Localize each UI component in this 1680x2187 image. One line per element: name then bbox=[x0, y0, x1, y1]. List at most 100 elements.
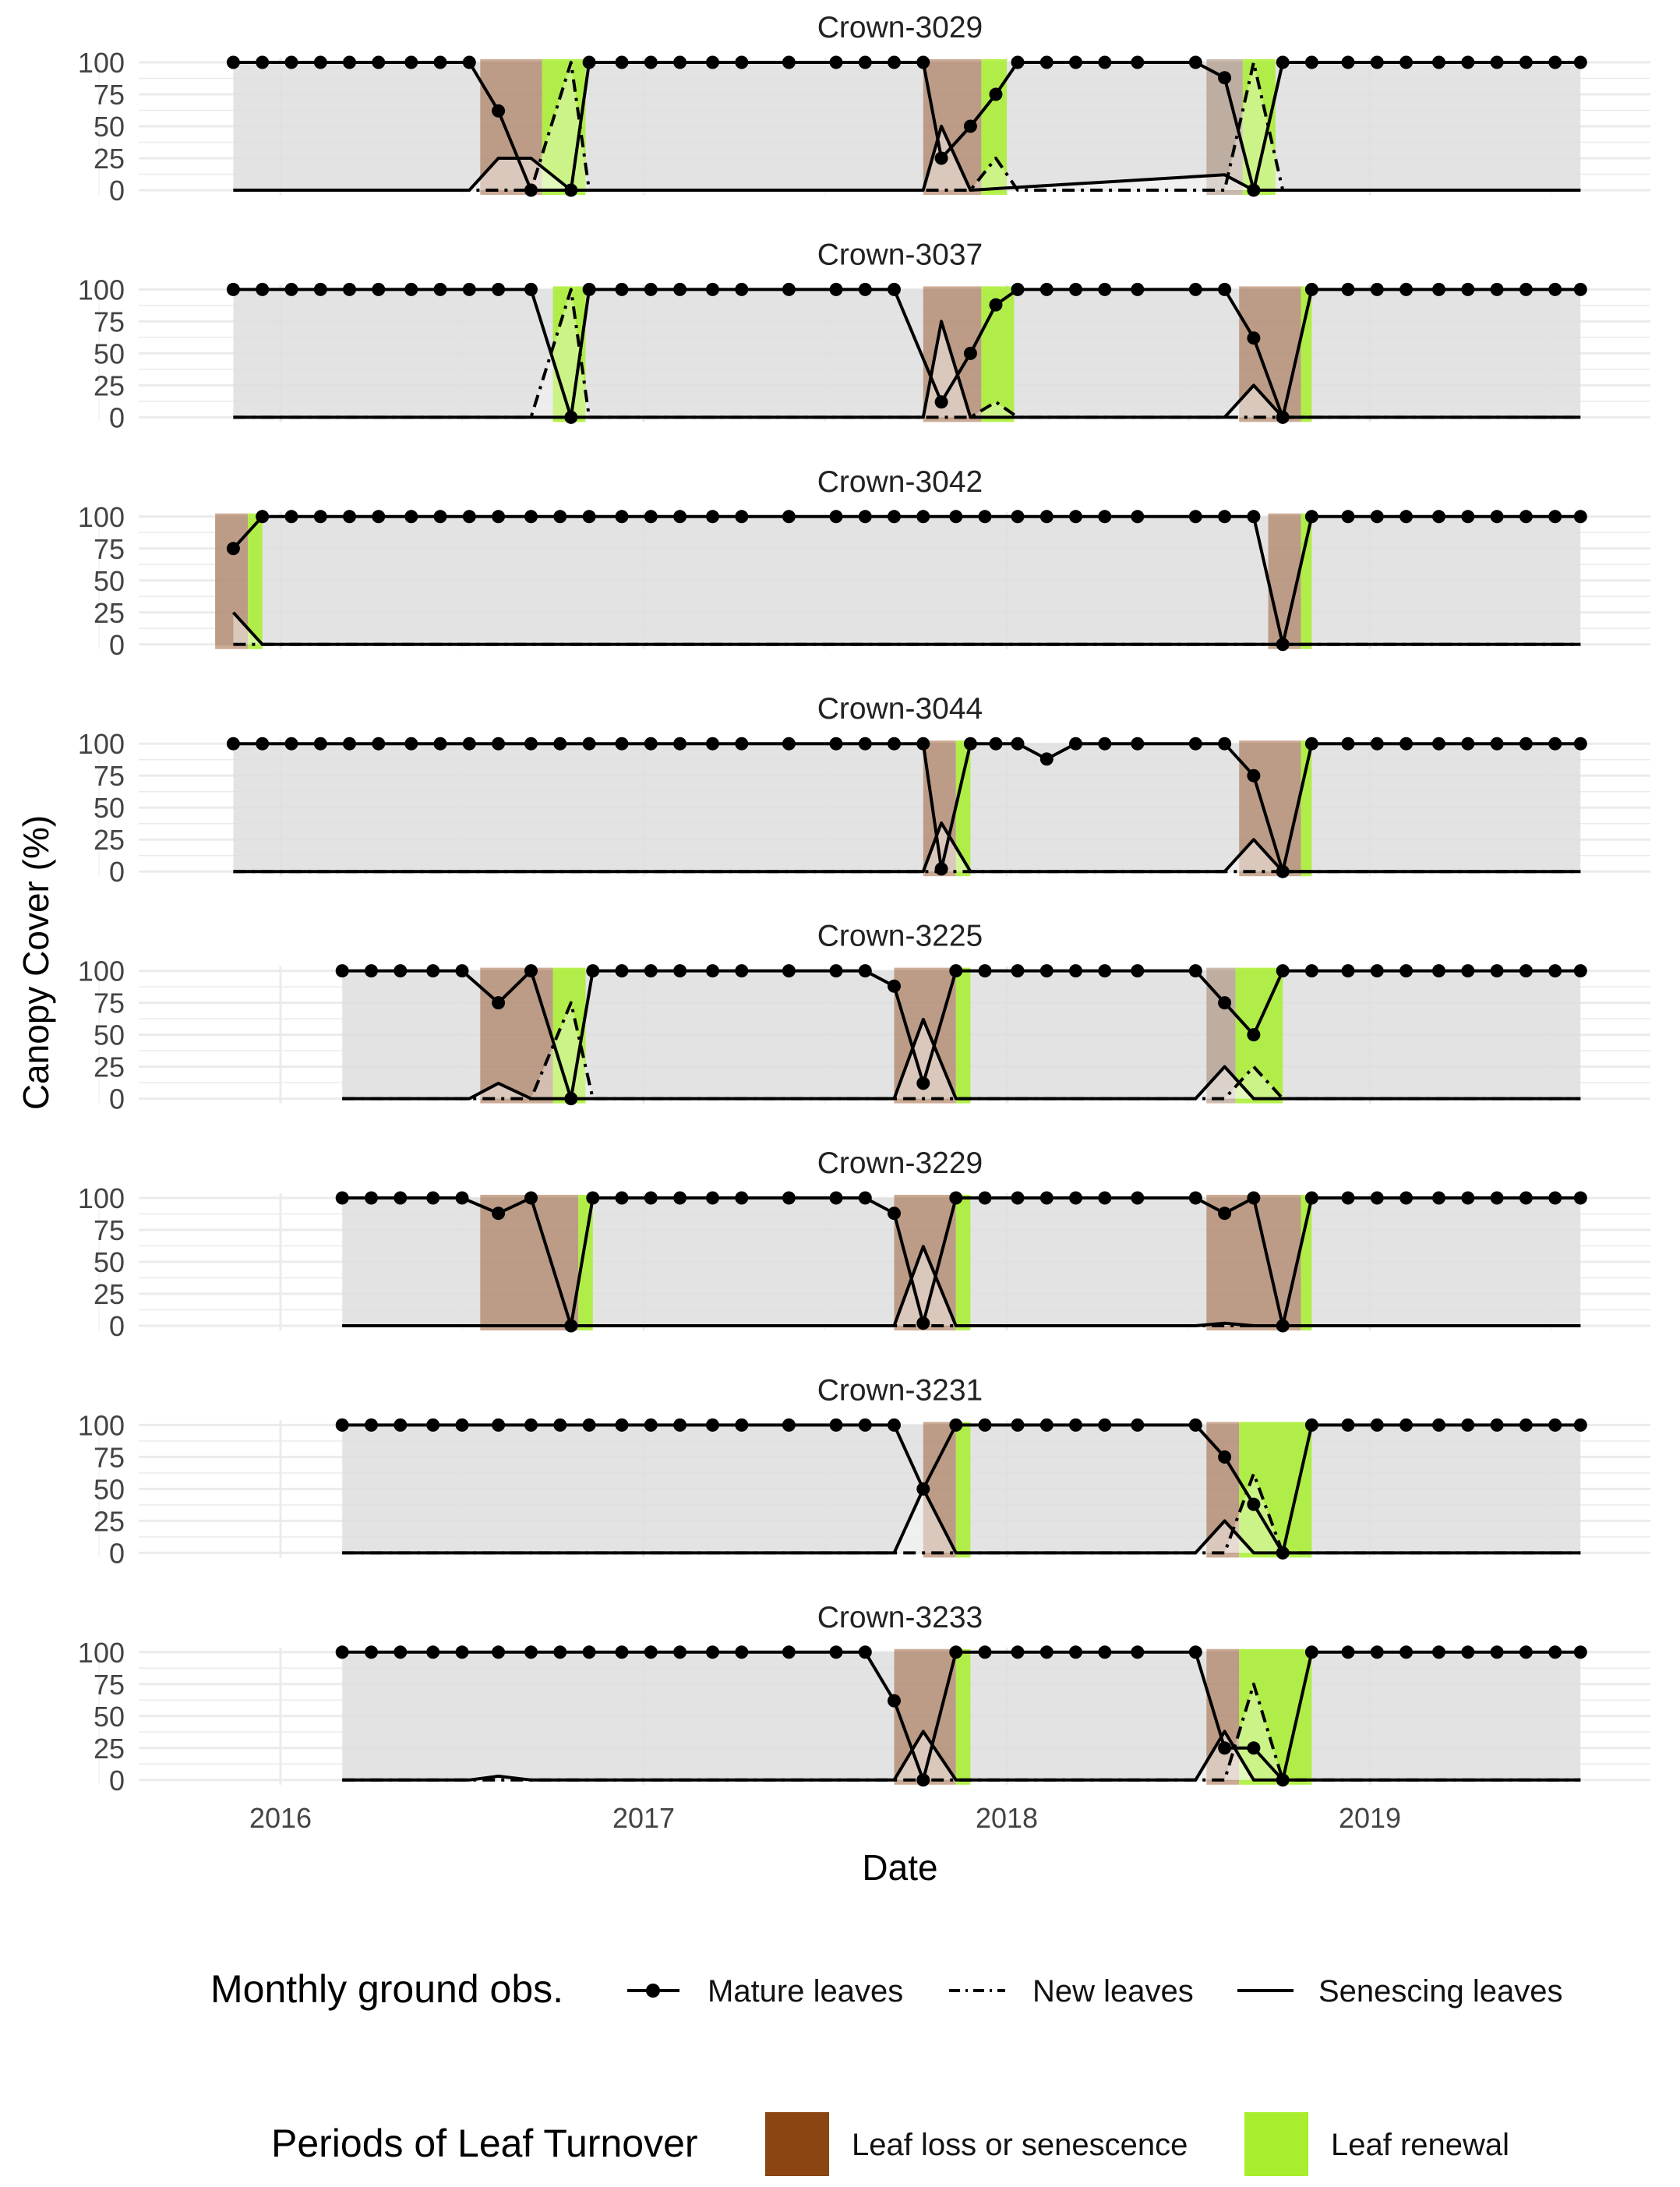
mature-leaves-point bbox=[1370, 964, 1384, 978]
mature-leaves-point bbox=[1098, 964, 1112, 978]
mature-leaves-point bbox=[644, 510, 658, 524]
mature-leaves-point bbox=[1247, 331, 1261, 345]
mature-leaves-point bbox=[1218, 510, 1232, 524]
legend-periods: Periods of Leaf Turnover Leaf loss or se… bbox=[271, 2112, 1509, 2176]
mature-leaves-point bbox=[1304, 282, 1318, 296]
new-leaves-area bbox=[233, 289, 1581, 418]
mature-leaves-point bbox=[433, 55, 447, 69]
y-tick-label: 0 bbox=[109, 856, 125, 888]
mature-leaves-point bbox=[989, 737, 1003, 751]
mature-leaves-point bbox=[1218, 1207, 1232, 1221]
facet-title: Crown-3037 bbox=[817, 238, 983, 271]
mature-leaves-point bbox=[615, 282, 629, 296]
facet-title: Crown-3225 bbox=[817, 920, 983, 953]
y-tick-label: 0 bbox=[109, 1765, 125, 1797]
mature-leaves-point bbox=[1039, 964, 1054, 978]
mature-leaves-point bbox=[1069, 282, 1082, 296]
renewal-period bbox=[955, 740, 971, 877]
mature-leaves-point bbox=[916, 55, 930, 69]
legend-senescence-label: Leaf loss or senescence bbox=[852, 2128, 1188, 2162]
mature-leaves-point bbox=[1370, 55, 1384, 69]
mature-leaves-point bbox=[1276, 864, 1290, 878]
mature-leaves-point bbox=[256, 282, 270, 296]
mature-leaves-point bbox=[858, 1418, 872, 1432]
mature-leaves-point bbox=[1490, 282, 1504, 296]
mature-leaves-point bbox=[1247, 768, 1261, 783]
mature-leaves-point bbox=[1276, 1773, 1290, 1787]
mature-leaves-point bbox=[226, 737, 240, 751]
mature-leaves-point bbox=[1218, 282, 1232, 296]
mature-leaves-point bbox=[644, 282, 658, 296]
mature-leaves-point bbox=[1247, 183, 1261, 197]
mature-leaves-point bbox=[1304, 964, 1318, 978]
mature-leaves-point bbox=[433, 282, 447, 296]
mature-leaves-point bbox=[673, 1645, 687, 1659]
mature-leaves-point bbox=[1069, 510, 1082, 524]
mature-leaves-point bbox=[978, 1418, 992, 1432]
mature-leaves-point bbox=[335, 1418, 349, 1432]
mature-leaves-point bbox=[1039, 752, 1054, 766]
senescence-period bbox=[480, 967, 553, 1104]
mature-leaves-point bbox=[782, 964, 796, 978]
renewal-period bbox=[955, 1648, 971, 1785]
mature-leaves-point bbox=[673, 737, 687, 751]
mature-leaves-point bbox=[462, 55, 476, 69]
y-tick-label: 75 bbox=[94, 1214, 125, 1246]
mature-leaves-point bbox=[582, 55, 596, 69]
mature-leaves-line bbox=[342, 1650, 1581, 1782]
mature-leaves-point bbox=[1432, 55, 1445, 69]
mature-leaves-point bbox=[1098, 737, 1112, 751]
mature-leaves-point bbox=[1098, 282, 1112, 296]
mature-leaves-point bbox=[735, 510, 749, 524]
mature-leaves-point bbox=[963, 119, 977, 133]
y-tick-label: 0 bbox=[109, 401, 125, 433]
mature-leaves-point bbox=[365, 1191, 378, 1205]
mature-leaves-point bbox=[492, 1207, 506, 1221]
mature-leaves-point bbox=[934, 151, 948, 165]
mature-leaves-point bbox=[226, 55, 240, 69]
y-tick-label: 25 bbox=[94, 1733, 125, 1765]
mature-leaves-point bbox=[1069, 1418, 1082, 1432]
mature-leaves-point bbox=[1548, 1645, 1562, 1659]
mature-leaves-point bbox=[1011, 1645, 1025, 1659]
y-tick-label: 100 bbox=[78, 1637, 125, 1669]
mature-leaves-point bbox=[916, 1482, 930, 1496]
mature-leaves-point bbox=[1432, 1645, 1445, 1659]
renewal-period bbox=[1239, 1422, 1312, 1558]
mature-leaves-point bbox=[404, 737, 418, 751]
mature-leaves-point bbox=[433, 510, 447, 524]
mature-leaves-point bbox=[1218, 996, 1232, 1010]
legend-period-title: Periods of Leaf Turnover bbox=[271, 2122, 698, 2165]
y-axis-title: Canopy Cover (%) bbox=[16, 815, 56, 1110]
mature-leaves-point bbox=[1490, 1191, 1504, 1205]
mature-leaves-point bbox=[934, 862, 948, 876]
mature-leaves-point bbox=[1247, 510, 1261, 524]
mature-leaves-point bbox=[706, 510, 719, 524]
mature-leaves-point bbox=[524, 510, 538, 524]
mature-leaves-point bbox=[284, 510, 298, 524]
mature-leaves-point bbox=[706, 964, 719, 978]
mature-leaves-point bbox=[524, 1645, 538, 1659]
mature-leaves-point bbox=[978, 1191, 992, 1205]
mature-leaves-point bbox=[615, 737, 629, 751]
mature-leaves-point bbox=[426, 1645, 440, 1659]
mature-leaves-point bbox=[1276, 638, 1290, 652]
mature-leaves-point bbox=[284, 737, 298, 751]
mature-leaves-point bbox=[582, 1418, 596, 1432]
mature-leaves-point bbox=[1341, 1418, 1355, 1432]
mature-leaves-point bbox=[1304, 1191, 1318, 1205]
mature-leaves-point bbox=[1131, 737, 1145, 751]
mature-leaves-point bbox=[343, 282, 356, 296]
mature-leaves-point bbox=[524, 1418, 538, 1432]
mature-leaves-point bbox=[949, 510, 963, 524]
mature-leaves-point bbox=[455, 1418, 469, 1432]
mature-leaves-point bbox=[1011, 1418, 1025, 1432]
mature-leaves-point bbox=[1399, 1418, 1414, 1432]
mature-leaves-point bbox=[829, 282, 843, 296]
mature-leaves-point bbox=[1370, 1418, 1384, 1432]
mature-leaves-point bbox=[335, 964, 349, 978]
